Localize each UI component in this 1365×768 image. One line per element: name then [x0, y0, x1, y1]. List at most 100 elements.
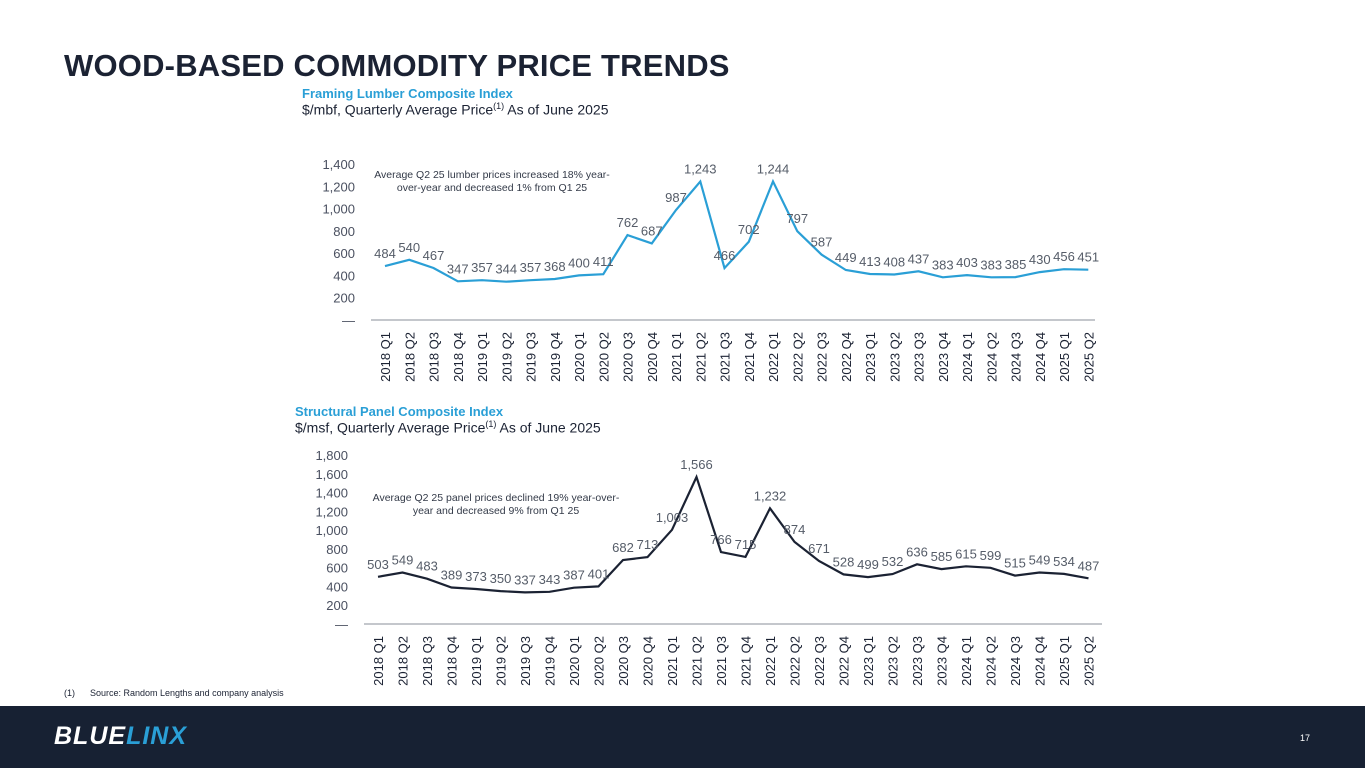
lumber-category-label: 2025 Q2 — [1081, 332, 1096, 382]
lumber-category-label: 2019 Q4 — [548, 332, 563, 382]
panel-category-label: 2025 Q2 — [1082, 636, 1097, 686]
panel-category-label: 2022 Q1 — [763, 636, 778, 686]
panel-data-label: 350 — [490, 571, 512, 586]
lumber-data-label: 357 — [471, 260, 493, 275]
lumber-category-label: 2021 Q3 — [718, 332, 733, 382]
panel-data-label: 532 — [882, 554, 904, 569]
lumber-data-label: 540 — [398, 240, 420, 255]
panel-category-label: 2024 Q1 — [959, 636, 974, 686]
panel-category-label: 2018 Q1 — [371, 636, 386, 686]
lumber-data-label: 403 — [956, 255, 978, 270]
lumber-category-label: 2025 Q1 — [1057, 332, 1072, 382]
panel-data-label: 615 — [955, 546, 977, 561]
panel-ytick-label: 1,400 — [315, 486, 348, 501]
panel-chart-subtitle: $/msf, Quarterly Average Price(1) As of … — [295, 419, 601, 436]
lumber-category-label: 2022 Q2 — [790, 332, 805, 382]
lumber-ytick-label: 1,000 — [322, 202, 355, 217]
panel-ytick-label: 200 — [326, 598, 348, 613]
lumber-data-label: 702 — [738, 222, 760, 237]
panel-category-label: 2020 Q3 — [616, 636, 631, 686]
panel-subtitle-text: $/msf, Quarterly Average Price — [295, 419, 486, 436]
bluelinx-logo: BLUELINX — [54, 722, 187, 751]
panel-annotation-line: Average Q2 25 panel prices declined 19% … — [373, 492, 620, 504]
lumber-category-label: 2020 Q2 — [596, 332, 611, 382]
lumber-data-label: 451 — [1077, 250, 1099, 265]
lumber-data-label: 484 — [374, 246, 396, 261]
lumber-annotation-line: over-year and decreased 1% from Q1 25 — [397, 182, 587, 194]
panel-category-label: 2020 Q2 — [592, 636, 607, 686]
panel-category-label: 2022 Q4 — [837, 636, 852, 686]
panel-category-label: 2018 Q3 — [420, 636, 435, 686]
lumber-data-label: 347 — [447, 261, 469, 276]
lumber-data-label: 797 — [786, 211, 808, 226]
panel-chart-title: Structural Panel Composite Index — [295, 404, 504, 419]
lumber-ytick-label: 200 — [333, 291, 355, 306]
panel-category-label: 2020 Q4 — [641, 636, 656, 686]
panel-category-label: 2021 Q2 — [690, 636, 705, 686]
lumber-data-label: 368 — [544, 259, 566, 274]
lumber-data-label: 411 — [593, 254, 614, 269]
lumber-category-label: 2018 Q1 — [378, 332, 393, 382]
lumber-ytick-label: 1,400 — [322, 157, 355, 172]
lumber-ytick-label: 1,200 — [322, 179, 355, 194]
page-number: 17 — [1299, 733, 1310, 743]
panel-data-label: 534 — [1053, 554, 1075, 569]
lumber-annotation-line: Average Q2 25 lumber prices increased 18… — [374, 169, 610, 181]
lumber-category-label: 2024 Q4 — [1033, 332, 1048, 382]
panel-data-label: 713 — [637, 537, 659, 552]
lumber-category-label: 2021 Q1 — [669, 332, 684, 382]
panel-category-label: 2022 Q2 — [788, 636, 803, 686]
page-title: WOOD-BASED COMMODITY PRICE TRENDS — [64, 48, 730, 83]
panel-annotation-line: year and decreased 9% from Q1 25 — [413, 505, 580, 517]
lumber-data-label: 449 — [835, 250, 857, 265]
footnote-marker: (1) — [64, 688, 75, 698]
lumber-data-label: 987 — [665, 190, 687, 205]
lumber-category-label: 2024 Q1 — [960, 332, 975, 382]
panel-category-label: 2023 Q2 — [886, 636, 901, 686]
lumber-category-label: 2021 Q2 — [693, 332, 708, 382]
lumber-data-label: 587 — [811, 235, 833, 250]
lumber-category-label: 2018 Q4 — [451, 332, 466, 382]
lumber-category-label: 2023 Q1 — [863, 332, 878, 382]
lumber-category-label: 2023 Q4 — [936, 332, 951, 382]
panel-data-label: 599 — [980, 548, 1002, 563]
lumber-ytick-label: 400 — [333, 268, 355, 283]
footnote: (1) Source: Random Lengths and company an… — [64, 688, 284, 698]
lumber-data-label: 467 — [423, 248, 445, 263]
lumber-category-label: 2022 Q3 — [815, 332, 830, 382]
lumber-series-line — [384, 178, 1089, 283]
panel-data-label: 515 — [1004, 556, 1026, 571]
lumber-data-label: 357 — [520, 260, 542, 275]
lumber-category-label: 2019 Q1 — [475, 332, 490, 382]
lumber-category-label: 2023 Q2 — [887, 332, 902, 382]
panel-data-label: 487 — [1078, 558, 1100, 573]
lumber-category-label: 2020 Q1 — [572, 332, 587, 382]
panel-category-label: 2024 Q3 — [1008, 636, 1023, 686]
lumber-category-label: 2020 Q3 — [621, 332, 636, 382]
lumber-category-label: 2021 Q4 — [742, 332, 757, 382]
lumber-category-label: 2022 Q4 — [839, 332, 854, 382]
panel-category-label: 2019 Q4 — [543, 636, 558, 686]
panel-category-label: 2025 Q1 — [1057, 636, 1072, 686]
panel-ytick-label: 1,200 — [315, 504, 348, 519]
panel-ytick-label: 1,600 — [315, 467, 348, 482]
lumber-category-label: 2019 Q2 — [499, 332, 514, 382]
panel-data-label: 499 — [857, 557, 879, 572]
panel-category-label: 2019 Q2 — [494, 636, 509, 686]
panel-data-label: 874 — [784, 522, 806, 537]
panel-data-label: 715 — [735, 537, 757, 552]
panel-data-label: 503 — [367, 557, 389, 572]
lumber-category-label: 2024 Q2 — [984, 332, 999, 382]
footnote-text: Source: Random Lengths and company analy… — [90, 688, 284, 698]
panel-category-label: 2023 Q3 — [910, 636, 925, 686]
lumber-category-label: 2020 Q4 — [645, 332, 660, 382]
lumber-subtitle-text: $/mbf, Quarterly Average Price — [302, 101, 494, 118]
panel-ytick-label: — — [335, 617, 348, 632]
lumber-ytick-label: — — [342, 313, 355, 328]
panel-ytick-label: 1,800 — [315, 448, 348, 463]
panel-category-label: 2021 Q4 — [739, 636, 754, 686]
lumber-data-label: 466 — [714, 248, 736, 263]
panel-data-label: 549 — [392, 552, 414, 567]
panel-data-label: 389 — [441, 567, 463, 582]
panel-subtitle-suffix: As of June 2025 — [496, 419, 601, 436]
